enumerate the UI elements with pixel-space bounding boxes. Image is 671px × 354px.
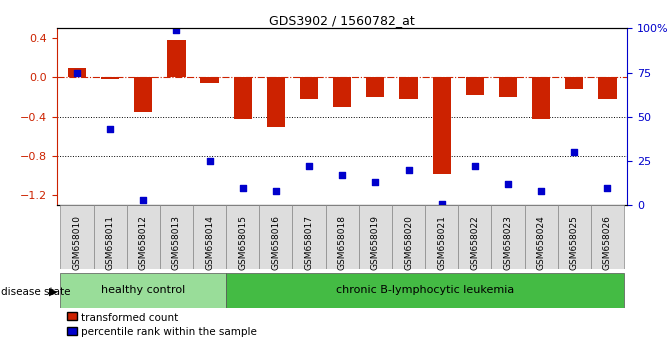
Point	[370, 179, 380, 185]
Text: GSM658016: GSM658016	[271, 215, 280, 270]
Bar	[399, 78, 417, 99]
Text: GSM658017: GSM658017	[305, 215, 313, 270]
Text: GSM658025: GSM658025	[570, 215, 579, 270]
Text: GSM658021: GSM658021	[437, 215, 446, 270]
Bar	[359, 205, 392, 269]
Point	[204, 158, 215, 164]
Bar	[226, 273, 624, 308]
Bar	[226, 205, 259, 269]
Point	[138, 197, 148, 203]
Title: GDS3902 / 1560782_at: GDS3902 / 1560782_at	[269, 14, 415, 27]
Bar	[458, 205, 491, 269]
Text: ▶: ▶	[49, 287, 58, 297]
Text: percentile rank within the sample: percentile rank within the sample	[81, 327, 256, 337]
Text: transformed count: transformed count	[81, 313, 178, 323]
Text: GSM658020: GSM658020	[404, 215, 413, 270]
Bar	[392, 205, 425, 269]
Bar	[325, 205, 359, 269]
Text: GSM658014: GSM658014	[205, 215, 214, 270]
Bar	[60, 273, 226, 308]
Bar	[201, 78, 219, 84]
Bar	[565, 78, 584, 89]
Text: GSM658023: GSM658023	[503, 215, 513, 270]
Point	[171, 27, 182, 33]
Point	[304, 164, 315, 169]
Bar	[591, 205, 624, 269]
Text: GSM658019: GSM658019	[371, 215, 380, 270]
Bar	[333, 78, 352, 107]
Text: GSM658011: GSM658011	[105, 215, 115, 270]
Bar	[134, 78, 152, 112]
Point	[72, 70, 83, 75]
Bar	[433, 78, 451, 174]
Point	[503, 181, 513, 187]
Bar	[532, 78, 550, 119]
Text: GSM658026: GSM658026	[603, 215, 612, 270]
Text: GSM658013: GSM658013	[172, 215, 181, 270]
Bar	[558, 205, 591, 269]
Text: GSM658022: GSM658022	[470, 215, 479, 270]
Bar	[60, 205, 93, 269]
Bar	[259, 205, 293, 269]
Text: GSM658024: GSM658024	[537, 215, 546, 270]
Bar	[599, 78, 617, 99]
Bar	[234, 78, 252, 119]
Bar	[127, 205, 160, 269]
Bar	[93, 205, 127, 269]
Text: healthy control: healthy control	[101, 285, 185, 295]
Bar	[293, 205, 325, 269]
Bar	[267, 78, 285, 127]
Point	[105, 126, 115, 132]
Point	[536, 188, 547, 194]
Point	[403, 167, 414, 173]
Point	[436, 201, 447, 206]
Bar	[193, 205, 226, 269]
Bar	[101, 78, 119, 79]
Bar	[366, 78, 384, 97]
Bar	[160, 205, 193, 269]
Point	[238, 185, 248, 190]
Bar	[499, 78, 517, 97]
Bar	[466, 78, 484, 95]
Bar	[491, 205, 525, 269]
Bar	[525, 205, 558, 269]
Bar	[300, 78, 318, 99]
Bar	[167, 40, 185, 78]
Text: GSM658010: GSM658010	[72, 215, 81, 270]
Point	[470, 164, 480, 169]
Point	[569, 149, 580, 155]
Text: GSM658015: GSM658015	[238, 215, 247, 270]
Text: chronic B-lymphocytic leukemia: chronic B-lymphocytic leukemia	[336, 285, 514, 295]
Bar	[425, 205, 458, 269]
Text: GSM658018: GSM658018	[338, 215, 347, 270]
Point	[602, 185, 613, 190]
Point	[270, 188, 281, 194]
Bar	[68, 68, 86, 78]
Point	[337, 172, 348, 178]
Text: disease state: disease state	[1, 287, 71, 297]
Text: GSM658012: GSM658012	[139, 215, 148, 270]
